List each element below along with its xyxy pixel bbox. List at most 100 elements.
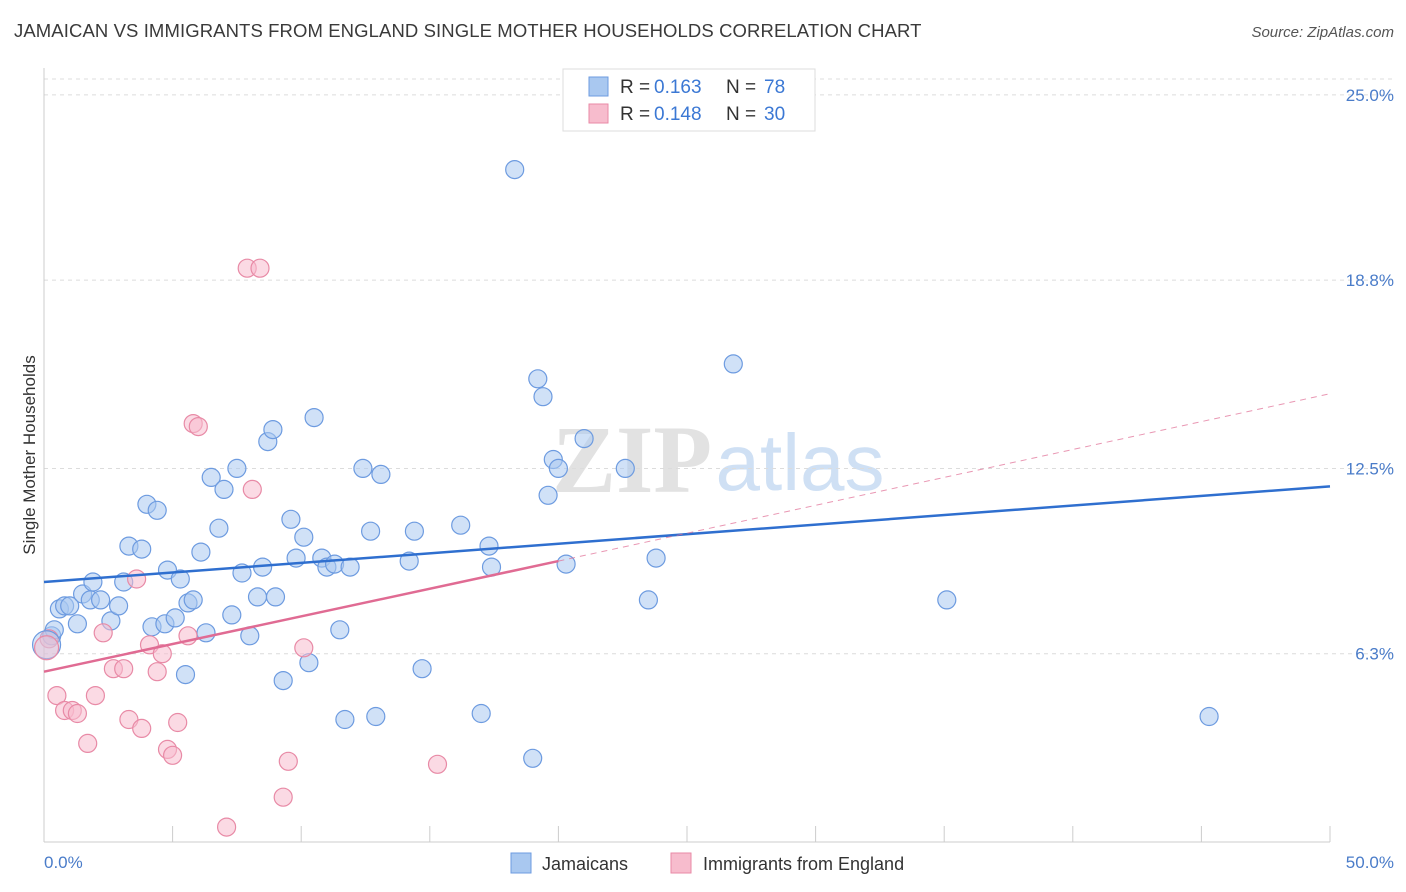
jamaican-point (361, 521, 381, 541)
jamaican-trend-line (43, 485, 1331, 584)
jamaican-point (304, 408, 324, 428)
watermark: ZIP atlas (552, 406, 885, 513)
england-point (47, 685, 67, 706)
england-point (147, 662, 167, 682)
england-point (85, 685, 106, 706)
jamaican-point (505, 160, 525, 180)
watermark-zip: ZIP (552, 406, 712, 513)
jamaican-point (723, 354, 743, 374)
england-point (278, 751, 298, 771)
england-point (127, 569, 147, 589)
jamaican-point (265, 587, 286, 607)
jamaican-point (325, 554, 345, 574)
jamaican-point (1199, 706, 1219, 727)
jamaican-point (183, 590, 203, 610)
jamaican-point (574, 429, 594, 449)
legend-r-label-2: R = (620, 104, 650, 125)
england-trend-line (43, 559, 559, 673)
jamaican-point (191, 542, 211, 562)
legend-r-label-1: R = (620, 77, 650, 98)
jamaican-point (538, 485, 558, 505)
jamaican-point (147, 500, 167, 520)
england-point (188, 417, 208, 437)
england-point-cluster (33, 635, 60, 661)
y-tick-label: 18.8% (1346, 271, 1394, 290)
jamaican-point (222, 605, 242, 625)
jamaican-point (371, 464, 391, 484)
england-point (93, 623, 113, 643)
england-point (250, 258, 270, 278)
england-point (427, 754, 448, 774)
jamaican-point (523, 748, 543, 768)
jamaican-point (273, 670, 293, 691)
england-point (152, 644, 172, 664)
legend-n-label-1: N = (726, 77, 756, 98)
y-axis-label: Single Mother Households (20, 355, 39, 554)
jamaican-point (353, 458, 373, 478)
jamaican-point (412, 659, 432, 679)
jamaican-point (471, 703, 491, 724)
chart-source: Source: ZipAtlas.com (1251, 24, 1394, 41)
legend-n-value-1: 78 (764, 77, 785, 98)
legend-n-label-2: N = (726, 104, 756, 125)
jamaican-point (479, 536, 499, 556)
jamaican-point (90, 590, 111, 610)
jamaican-point (83, 572, 103, 592)
jamaican-point (247, 587, 268, 607)
x-tick-label-min: 0.0% (44, 853, 83, 872)
jamaican-point (214, 479, 234, 499)
england-point (39, 629, 59, 649)
jamaican-point (263, 420, 283, 440)
jamaican-point (556, 554, 576, 574)
england-point (242, 479, 262, 499)
y-tick-label: 12.5% (1346, 459, 1394, 478)
jamaican-point (638, 590, 659, 610)
legend-n-value-2: 30 (764, 104, 785, 125)
jamaican-point (281, 509, 301, 529)
jamaican-point (330, 620, 350, 640)
bottom-legend-swatch-england (670, 852, 692, 874)
jamaican-point (366, 706, 386, 727)
jamaican-point (335, 709, 355, 730)
england-point (78, 733, 98, 754)
jamaican-point (451, 515, 471, 535)
trend-lines (43, 393, 1331, 673)
bottom-legend-label-england: Immigrants from England (703, 854, 904, 874)
legend-swatch-england (588, 103, 609, 124)
england-point (67, 703, 88, 724)
chart-title: JAMAICAN VS IMMIGRANTS FROM ENGLAND SING… (14, 20, 922, 41)
england-point (217, 817, 237, 837)
jamaican-point (399, 551, 419, 571)
top-legend: R = 0.163 N = 78 R = 0.148 N = 30 (562, 68, 816, 132)
x-tick-label-max: 50.0% (1346, 853, 1394, 872)
bottom-legend-label-jamaicans: Jamaicans (542, 854, 628, 874)
jamaican-point (170, 569, 190, 589)
bottom-legend-swatch-jamaicans (510, 852, 532, 874)
data-points (31, 160, 1219, 837)
jamaican-point (165, 608, 185, 628)
x-axis-ticks (43, 826, 1331, 842)
england-point (273, 787, 293, 807)
jamaican-point (67, 614, 88, 634)
jamaican-point (646, 548, 666, 568)
jamaican-point (60, 596, 80, 616)
y-axis-tick-labels: 6.3% 12.5% 18.8% 25.0% (1346, 86, 1394, 664)
jamaican-point (209, 518, 229, 538)
legend-r-value-1: 0.163 (654, 77, 702, 98)
legend-r-value-2: 0.148 (654, 104, 702, 125)
jamaican-point (533, 387, 553, 407)
jamaican-point (528, 369, 548, 389)
jamaican-point (937, 590, 957, 610)
england-point (294, 638, 314, 658)
y-tick-label: 6.3% (1355, 645, 1394, 664)
jamaican-point (108, 596, 129, 616)
jamaican-point (227, 458, 247, 478)
jamaican-point (201, 467, 221, 487)
legend-swatch-jamaicans (588, 76, 609, 97)
jamaican-point (615, 458, 635, 478)
bottom-legend: Jamaicans Immigrants from England (510, 852, 904, 874)
england-point (168, 712, 188, 733)
england-point (132, 718, 152, 739)
jamaican-point (175, 664, 196, 685)
